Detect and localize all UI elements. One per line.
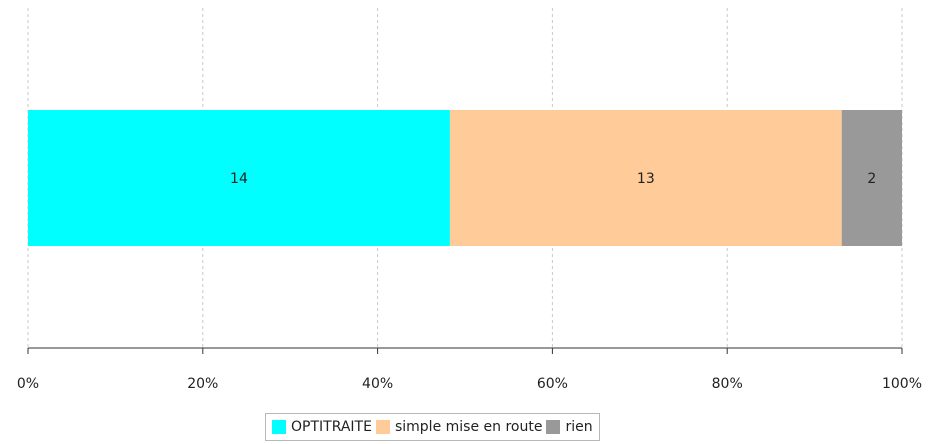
x-tick-label: 60% (537, 376, 568, 392)
x-axis: 0% 20% 40% 60% 80% 100% (17, 347, 922, 392)
bar-segment (841, 110, 902, 246)
legend-label-simple-mise-en-route: simple mise en route (394, 419, 543, 435)
x-tick-label: 40% (362, 376, 393, 392)
legend-swatch-optitraite (272, 420, 286, 434)
legend-item-rien: rien (546, 419, 593, 435)
bar-data-label: 14 (230, 171, 248, 187)
legend-label-optitraite: OPTITRAITE (291, 419, 372, 435)
legend-item-optitraite: OPTITRAITE (272, 419, 372, 435)
bar-segment (28, 110, 450, 246)
legend-item-simple-mise-en-route: simple mise en route (375, 419, 543, 435)
bar-data-label: 2 (867, 171, 876, 187)
legend-swatch-rien (546, 420, 561, 434)
bar-data-label: 13 (637, 171, 655, 187)
x-tick-label: 80% (712, 376, 743, 392)
bars: 14 13 2 (28, 110, 902, 246)
legend-label-rien: rien (565, 419, 593, 435)
x-tick-label: 20% (187, 376, 218, 392)
legend-swatch-simple-mise-en-route (375, 420, 390, 434)
bar-segment (449, 110, 842, 246)
x-tick-label: 100% (882, 376, 922, 392)
x-tick-label: 0% (17, 376, 39, 392)
legend: OPTITRAITE simple mise en route rien (265, 413, 600, 441)
